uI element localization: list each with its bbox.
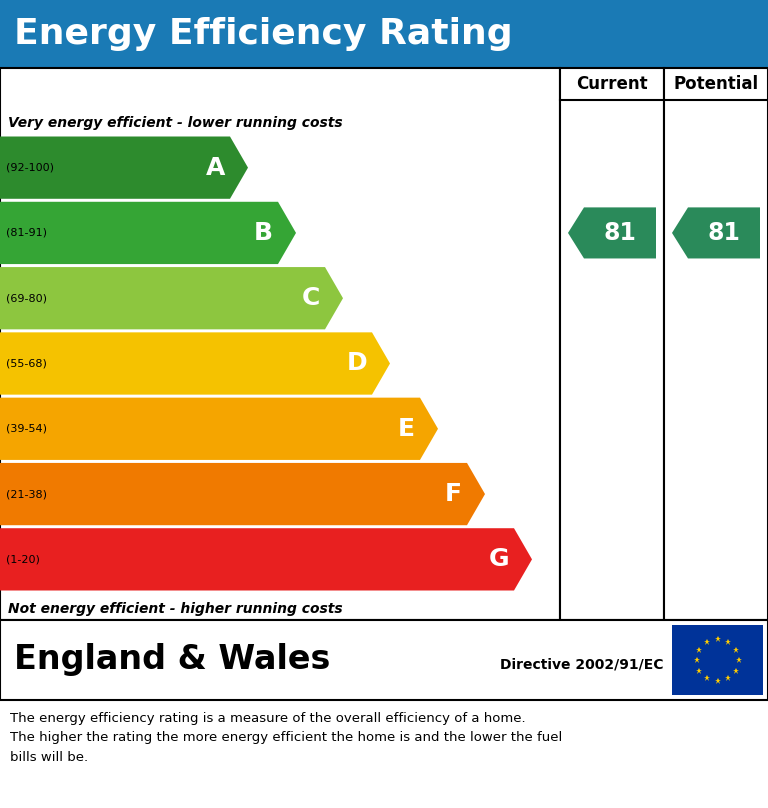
Polygon shape — [0, 267, 343, 330]
Text: (21-38): (21-38) — [6, 489, 47, 499]
Text: B: B — [254, 221, 273, 245]
Text: Current: Current — [576, 75, 648, 93]
Text: Directive 2002/91/EC: Directive 2002/91/EC — [500, 657, 664, 671]
Polygon shape — [0, 332, 390, 394]
Text: F: F — [445, 482, 462, 506]
Text: (39-54): (39-54) — [6, 423, 47, 434]
Text: 81: 81 — [604, 221, 637, 245]
Text: England & Wales: England & Wales — [14, 643, 330, 676]
Bar — [0, 68, 560, 620]
Text: Potential: Potential — [674, 75, 759, 93]
Polygon shape — [672, 208, 760, 259]
Text: C: C — [302, 286, 320, 310]
Text: A: A — [206, 156, 225, 179]
Text: (92-100): (92-100) — [6, 162, 54, 173]
Polygon shape — [568, 208, 656, 259]
Text: E: E — [398, 417, 415, 441]
Text: The energy efficiency rating is a measure of the overall efficiency of a home.
T: The energy efficiency rating is a measur… — [10, 712, 562, 764]
Bar — [664, 68, 768, 620]
Text: Not energy efficient - higher running costs: Not energy efficient - higher running co… — [8, 602, 343, 616]
Text: (55-68): (55-68) — [6, 359, 47, 368]
Polygon shape — [0, 528, 532, 591]
Bar — [0, 0, 768, 68]
Polygon shape — [0, 463, 485, 525]
Text: D: D — [346, 351, 367, 376]
Text: G: G — [488, 547, 509, 571]
Text: Very energy efficient - lower running costs: Very energy efficient - lower running co… — [8, 116, 343, 130]
Polygon shape — [0, 202, 296, 264]
Text: Energy Efficiency Rating: Energy Efficiency Rating — [14, 17, 512, 51]
Text: (69-80): (69-80) — [6, 293, 47, 303]
Text: (1-20): (1-20) — [6, 554, 40, 564]
Bar — [560, 68, 664, 620]
Polygon shape — [0, 398, 438, 460]
Text: 81: 81 — [707, 221, 740, 245]
Text: (81-91): (81-91) — [6, 228, 47, 238]
Bar — [0, 620, 768, 700]
Polygon shape — [0, 137, 248, 199]
Bar — [672, 625, 763, 695]
